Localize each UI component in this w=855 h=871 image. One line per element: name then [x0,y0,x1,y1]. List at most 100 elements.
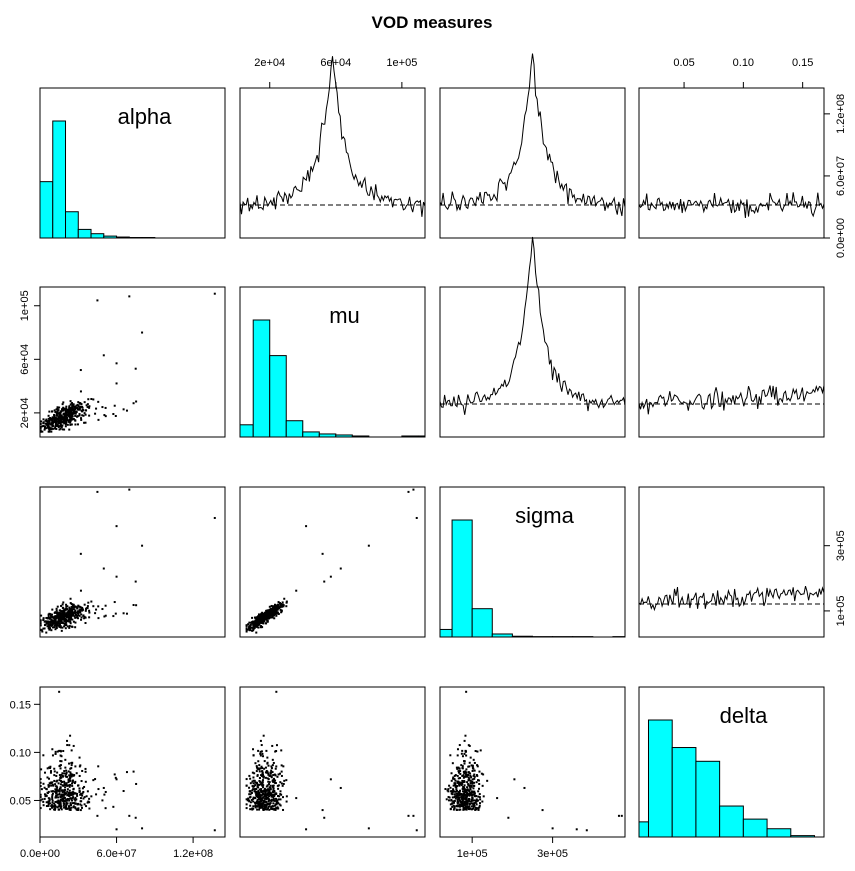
scatter-point [56,613,59,616]
scatter-point [57,622,60,625]
scatter-point [267,797,270,800]
scatter-point [71,793,74,796]
scatter-point [86,406,89,409]
scatter-point [271,771,274,774]
scatter-point [78,756,81,759]
scatter-point [256,622,259,625]
scatter-point [53,770,56,773]
scatter-point [70,408,73,411]
scatter-point [280,611,283,614]
scatter-point [280,749,283,752]
scatter-point [65,603,68,606]
scatter-point [71,799,74,802]
scatter-point [66,616,69,619]
scatter-point [97,788,100,791]
scatter-point [71,415,74,418]
scatter-point [213,516,216,519]
scatter-point [65,792,68,795]
panel-frame [239,686,426,838]
scatter-point [55,623,58,626]
scatter-point [59,806,62,809]
scatter-point [275,744,278,747]
scatter-point [49,613,52,616]
scatter-point [264,622,267,625]
scatter-point [251,629,254,632]
scatter-point [65,771,68,774]
scatter-point [264,766,267,769]
scatter-point [46,625,49,628]
scatter-point [43,771,46,774]
scatter-point [285,800,288,803]
scatter-point [274,605,277,608]
scatter-point [259,618,262,621]
scatter-point [472,804,475,807]
scatter-point [265,749,268,752]
scatter-point [456,802,459,805]
scatter-point [77,404,80,407]
scatter-point [61,795,64,798]
scatter-point [80,806,83,809]
scatter-point [75,808,78,811]
scatter-point [255,765,258,768]
scatter-point [50,430,53,433]
scatter-point [279,790,282,793]
scatter-point [259,614,262,617]
scatter-point [68,614,71,617]
scatter-point [277,794,280,797]
scatter-point [67,619,70,622]
scatter-point [76,617,79,620]
scatter-point [45,788,48,791]
scatter-point [249,629,252,632]
scatter-point [66,611,69,614]
scatter-point [113,404,116,407]
scatter-point [279,781,282,784]
scatter-point [272,791,275,794]
scatter-point [265,614,268,617]
scatter-point [254,617,257,620]
scatter-point [251,771,254,774]
scatter-point [266,777,269,780]
scatter-point [112,413,115,416]
scatter-point [74,605,77,608]
scatter-point [245,627,248,630]
scatter-point [257,801,260,804]
scatter-point [42,800,45,803]
scatter-point [252,779,255,782]
scatter-point [523,786,526,789]
scatter-point [72,408,75,411]
scatter-point [259,789,262,792]
scatter-point [456,748,459,751]
scatter-point [245,798,248,801]
scatter-point [59,760,62,763]
scatter-point [267,805,270,808]
scatter-point [85,608,88,611]
scatter-point [46,421,49,424]
scatter-point [56,612,59,615]
scatter-point [466,806,469,809]
scatter-point [257,786,260,789]
scatter-point [68,410,71,413]
scatter-point [74,621,77,624]
scatter-point [55,413,58,416]
scatter-point [85,404,88,407]
scatter-point [62,618,65,621]
scatter-point [466,801,469,804]
scatter-point [62,601,65,604]
scatter-point [60,789,63,792]
scatter-point [63,408,66,411]
scatter-point [471,797,474,800]
scatter-point [50,618,53,621]
scatter-point [54,410,57,413]
scatter-point [463,794,466,797]
scatter-point [258,768,261,771]
scatter-point [65,769,68,772]
scatter-point [66,744,69,747]
scatter-point [64,425,67,428]
scatter-point [456,793,459,796]
scatter-point [66,423,69,426]
scatter-point [275,610,278,613]
scatter-point [468,761,471,764]
scatter-point [323,816,326,819]
scatter-point [464,771,467,774]
scatter-point [463,760,466,763]
